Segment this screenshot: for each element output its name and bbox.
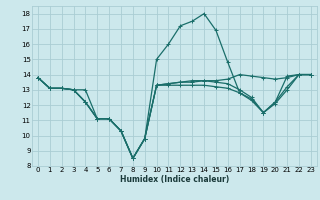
X-axis label: Humidex (Indice chaleur): Humidex (Indice chaleur)	[120, 175, 229, 184]
